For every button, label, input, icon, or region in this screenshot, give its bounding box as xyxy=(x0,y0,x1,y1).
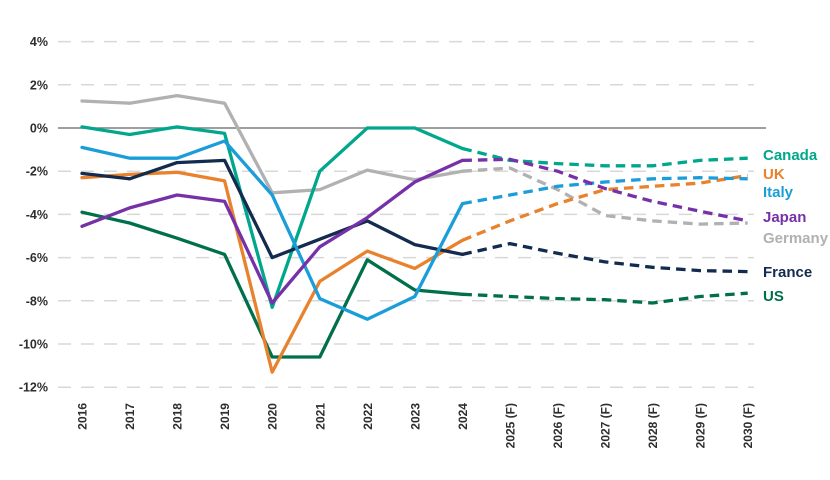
x-tick-label: 2025 (F) xyxy=(504,403,518,448)
y-tick-label: -8% xyxy=(26,294,48,308)
y-tick-label: -12% xyxy=(19,381,48,395)
y-tick-label: -4% xyxy=(26,208,48,222)
y-tick-label: -10% xyxy=(19,338,48,352)
series-line-france-forecast xyxy=(462,241,748,274)
series-line-japan-forecast xyxy=(462,157,749,223)
y-tick-label: 2% xyxy=(30,78,48,92)
x-tick-label: 2020 xyxy=(266,403,280,430)
legend-label-uk: UK xyxy=(763,166,785,183)
legend-label-france: France xyxy=(763,264,812,281)
y-tick-label: -2% xyxy=(26,165,48,179)
series-line-germany-history xyxy=(80,93,465,195)
series-line-uk-history xyxy=(80,170,465,374)
series-line-germany-forecast xyxy=(462,166,748,226)
x-tick-label: 2016 xyxy=(76,403,90,430)
y-tick-label: 4% xyxy=(30,35,48,49)
x-tick-label: 2027 (F) xyxy=(599,403,613,448)
series-line-canada-history xyxy=(80,125,465,309)
x-tick-label: 2019 xyxy=(218,403,232,430)
series-line-italy-forecast xyxy=(462,176,748,206)
legend-label-canada: Canada xyxy=(763,147,818,164)
x-tick-label: 2028 (F) xyxy=(646,403,660,448)
series-line-italy-history xyxy=(80,139,465,321)
x-tick-label: 2023 xyxy=(408,403,422,430)
series-line-us-history xyxy=(80,210,465,359)
series-line-japan-history xyxy=(80,158,465,305)
series-line-uk-forecast xyxy=(461,173,748,242)
x-tick-label: 2021 xyxy=(313,403,327,430)
x-tick-label: 2024 xyxy=(456,403,470,430)
y-tick-label: -6% xyxy=(26,251,48,265)
legend-label-us: US xyxy=(763,288,784,305)
y-tick-label: 0% xyxy=(30,122,48,136)
x-tick-label: 2022 xyxy=(361,403,375,430)
legend-label-italy: Italy xyxy=(763,184,794,201)
series-line-us-forecast xyxy=(462,291,748,305)
legend-label-japan: Japan xyxy=(763,209,806,226)
series-line-france-history xyxy=(80,158,465,260)
series-line-canada-forecast xyxy=(461,146,748,168)
x-tick-label: 2018 xyxy=(171,403,185,430)
legend-label-germany: Germany xyxy=(763,230,829,247)
x-tick-label: 2017 xyxy=(123,403,137,430)
x-tick-label: 2030 (F) xyxy=(741,403,755,448)
x-tick-label: 2026 (F) xyxy=(551,403,565,448)
x-tick-label: 2029 (F) xyxy=(694,403,708,448)
